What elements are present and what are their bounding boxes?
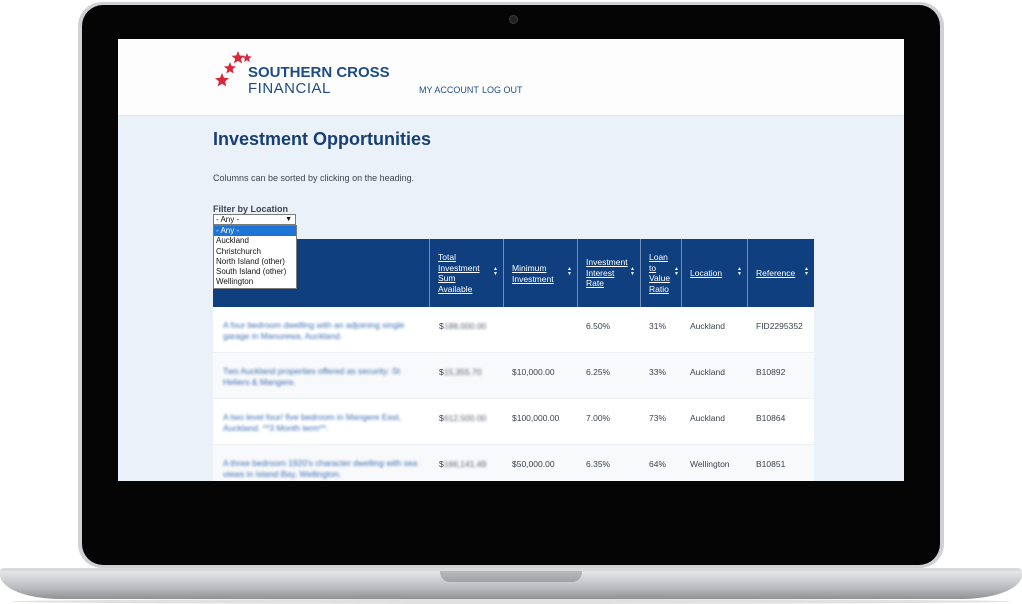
- option-christchurch[interactable]: Christchurch: [216, 246, 261, 256]
- row-lvr: 33%: [649, 367, 667, 377]
- sort-arrows-icon: ▲ ▼: [737, 266, 742, 277]
- sort-arrows-icon: ▲ ▼: [567, 266, 572, 277]
- row-minimum: $10,000.00: [512, 367, 555, 377]
- camera-icon: [509, 15, 518, 24]
- currency-symbol: $: [439, 413, 444, 423]
- row-lvr: 31%: [649, 321, 667, 331]
- header-total-sum[interactable]: Total Investment Sum Available ▲ ▼: [429, 239, 503, 307]
- sort-arrows-icon: ▲ ▼: [674, 266, 679, 277]
- nav-log-out[interactable]: LOG OUT: [482, 85, 523, 95]
- currency-symbol: $: [439, 459, 444, 469]
- table-row[interactable]: A two level four/ five bedroom in Manger…: [213, 399, 814, 445]
- header-location[interactable]: Location ▲ ▼: [681, 239, 747, 307]
- currency-symbol: $: [439, 367, 444, 377]
- star-icon: [215, 51, 252, 87]
- investment-table: Total Investment Sum Available ▲ ▼ Minimu…: [213, 239, 814, 481]
- row-location: Auckland: [690, 367, 725, 377]
- dropdown-arrow-icon: ▼: [285, 216, 292, 223]
- row-rate: 6.35%: [586, 459, 611, 469]
- row-minimum: $100,000.00: [512, 413, 560, 423]
- filter-label: Filter by Location: [213, 204, 289, 214]
- header-interest-rate[interactable]: Investment Interest Rate ▲ ▼: [577, 239, 640, 307]
- header-label: Reference: [756, 268, 796, 278]
- row-location: Auckland: [690, 413, 725, 423]
- table-header: Total Investment Sum Available ▲ ▼ Minimu…: [213, 239, 814, 307]
- currency-symbol: $: [439, 321, 444, 331]
- laptop-notch: [440, 571, 582, 582]
- row-location: Wellington: [690, 459, 730, 469]
- screen: SOUTHERN CROSS FINANCIAL MY ACCOUNT LOG …: [118, 39, 904, 481]
- location-filter-options: - Any - Auckland Christchurch North Isla…: [213, 225, 297, 289]
- sum-value: 166,141.49: [443, 459, 487, 469]
- row-rate: 6.25%: [586, 367, 611, 377]
- header-minimum[interactable]: Minimum Investment ▲ ▼: [503, 239, 577, 307]
- option-wellington[interactable]: Wellington: [216, 277, 254, 287]
- sum-value: 15,355.70: [443, 367, 482, 377]
- row-description-link[interactable]: A two level four/ five bedroom in Manger…: [223, 412, 402, 433]
- row-reference: B10864: [756, 413, 786, 423]
- table-row[interactable]: A four bedroom dwelling with an adjoinin…: [213, 307, 814, 353]
- table-row[interactable]: A three bedroom 1920's character dwellin…: [213, 445, 814, 481]
- row-description-link[interactable]: A four bedroom dwelling with an adjoinin…: [223, 320, 405, 341]
- sort-arrows-icon: ▲ ▼: [804, 266, 809, 277]
- row-reference: B10892: [756, 367, 786, 377]
- option-any[interactable]: - Any -: [214, 226, 296, 237]
- row-rate: 7.00%: [586, 413, 611, 423]
- row-description-link[interactable]: Two Auckland properties offered as secur…: [223, 366, 401, 387]
- brand-name: SOUTHERN CROSS: [248, 64, 390, 81]
- location-filter-select[interactable]: - Any - ▼: [213, 214, 296, 225]
- header-label: Investment Interest Rate: [586, 257, 628, 288]
- row-lvr: 73%: [649, 413, 667, 423]
- row-total-sum: $188,000.00: [439, 321, 486, 331]
- logo[interactable]: SOUTHERN CROSS FINANCIAL: [214, 47, 390, 107]
- row-total-sum: $612,500.00: [439, 413, 486, 423]
- sum-value: 612,500.00: [443, 413, 487, 423]
- intro-text: Columns can be sorted by clicking on the…: [213, 173, 415, 183]
- header-reference[interactable]: Reference ▲ ▼: [747, 239, 814, 307]
- header-label: Total Investment Sum Available: [438, 252, 480, 294]
- sort-arrows-icon: ▲ ▼: [493, 266, 498, 277]
- site-header: SOUTHERN CROSS FINANCIAL MY ACCOUNT LOG …: [118, 39, 904, 116]
- option-south-island-other[interactable]: South Island (other): [216, 267, 287, 277]
- header-label: Loan to Value Ratio: [649, 252, 671, 294]
- nav-my-account[interactable]: MY ACCOUNT: [419, 85, 479, 95]
- header-lvr[interactable]: Loan to Value Ratio ▲ ▼: [640, 239, 681, 307]
- row-lvr: 64%: [649, 459, 667, 469]
- page-title: Investment Opportunities: [213, 129, 432, 149]
- row-rate: 6.50%: [586, 321, 611, 331]
- table-row[interactable]: Two Auckland properties offered as secur…: [213, 353, 814, 399]
- option-north-island-other[interactable]: North Island (other): [216, 256, 285, 266]
- selected-value: - Any -: [216, 215, 240, 224]
- row-description-link[interactable]: A three bedroom 1920's character dwellin…: [223, 458, 418, 479]
- header-label: Minimum Investment: [512, 263, 554, 284]
- brand-subname: FINANCIAL: [248, 80, 331, 97]
- row-reference: B10851: [756, 459, 786, 469]
- row-minimum: $50,000.00: [512, 459, 555, 469]
- option-auckland[interactable]: Auckland: [216, 236, 249, 246]
- row-reference: FID2295352: [756, 321, 803, 331]
- row-total-sum: $15,355.70: [439, 367, 482, 377]
- sort-arrows-icon: ▲ ▼: [630, 266, 635, 277]
- sum-value: 188,000.00: [443, 321, 487, 331]
- header-label: Location: [690, 268, 723, 278]
- row-total-sum: $166,141.49: [439, 459, 486, 469]
- laptop-shadow: [10, 599, 1012, 604]
- row-location: Auckland: [690, 321, 725, 331]
